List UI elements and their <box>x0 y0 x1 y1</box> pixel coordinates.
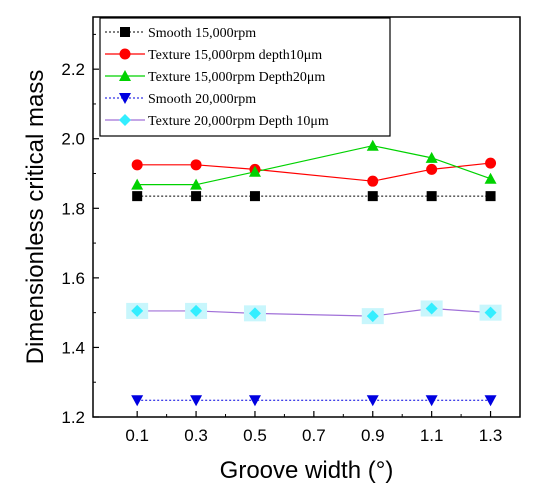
x-tick-label: 0.3 <box>184 426 208 445</box>
x-axis: 0.1 0.3 0.5 0.7 0.9 1.1 1.3 <box>125 411 502 445</box>
y-axis: 1.2 1.4 1.6 1.8 2.0 2.2 <box>61 33 99 427</box>
data-point <box>425 395 438 407</box>
legend-label: Texture 15,000rpm Depth20μm <box>148 70 325 85</box>
legend-label: Smooth 15,000rpm <box>148 26 256 41</box>
x-axis-title: Groove width (°) <box>220 457 394 484</box>
series-markers <box>126 139 502 407</box>
data-point <box>190 304 203 317</box>
data-point <box>425 302 438 315</box>
data-point <box>191 191 202 202</box>
data-point <box>131 304 144 317</box>
y-tick-label: 1.4 <box>61 338 85 357</box>
data-point <box>366 139 379 151</box>
series-line <box>137 162 491 182</box>
x-tick-label: 1.3 <box>479 426 503 445</box>
data-point <box>190 178 203 190</box>
legend-marker <box>120 27 130 37</box>
plot-frame <box>92 16 521 418</box>
legend-label: Smooth 20,000rpm <box>148 92 256 107</box>
series-lines <box>137 145 491 401</box>
x-tick-label: 1.1 <box>420 426 444 445</box>
data-point <box>190 395 203 407</box>
data-point <box>248 307 261 320</box>
data-point <box>132 191 143 202</box>
x-tick-label: 0.5 <box>243 426 267 445</box>
y-axis-title: Dimensionless critical mass <box>22 70 49 365</box>
data-point <box>249 191 260 202</box>
y-tick-label: 1.2 <box>61 408 85 427</box>
data-point <box>190 159 202 171</box>
legend-box <box>99 17 391 137</box>
data-point <box>484 306 497 319</box>
data-point <box>426 163 438 175</box>
y-tick-label: 2.2 <box>61 60 85 79</box>
data-point <box>248 165 261 177</box>
data-point <box>484 395 497 407</box>
series-line <box>137 145 491 186</box>
data-point <box>366 395 379 407</box>
legend-label: Texture 20,000rpm Depth 10μm <box>148 114 329 129</box>
data-point <box>425 151 438 163</box>
data-point <box>485 157 497 169</box>
data-point <box>367 191 378 202</box>
data-point <box>426 191 437 202</box>
x-tick-label: 0.1 <box>125 426 149 445</box>
data-point <box>485 191 496 202</box>
data-point <box>366 310 379 323</box>
legend: Smooth 15,000rpm Texture 15,000rpm depth1… <box>99 17 391 137</box>
y-tick-label: 1.8 <box>61 199 85 218</box>
legend-marker <box>119 114 131 126</box>
legend-label: Texture 15,000rpm depth10μm <box>148 48 322 63</box>
y-tick-label: 2.0 <box>61 130 85 149</box>
data-point <box>484 172 497 184</box>
data-point <box>131 178 144 190</box>
legend-marker <box>119 70 131 81</box>
legend-marker <box>119 93 131 104</box>
data-point <box>131 159 143 171</box>
x-tick-label: 0.7 <box>302 426 326 445</box>
data-point <box>248 395 261 407</box>
data-point <box>131 395 144 407</box>
data-point <box>367 175 379 187</box>
y-tick-label: 1.6 <box>61 269 85 288</box>
legend-marker <box>119 48 131 60</box>
x-tick-label: 0.9 <box>361 426 385 445</box>
